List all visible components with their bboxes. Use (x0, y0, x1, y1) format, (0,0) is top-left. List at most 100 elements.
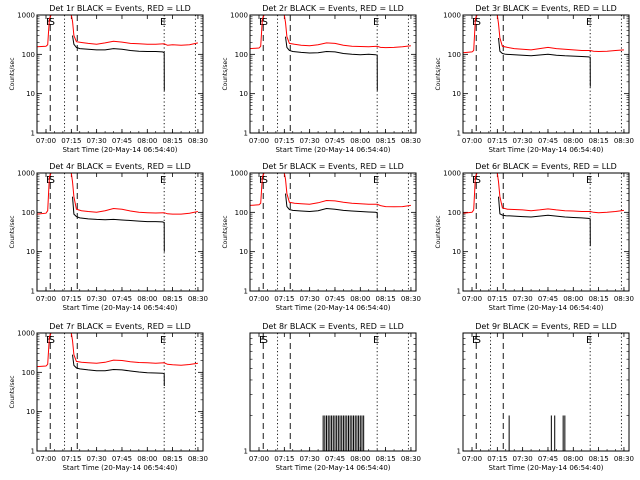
x-axis-label: Start Time (20-May-14 06:54:40) (488, 146, 603, 154)
y-tick-label: 1 (457, 288, 461, 296)
y-tick-label: 100 (235, 209, 248, 217)
y-tick-label: 100 (22, 369, 35, 377)
marker-label: S (475, 17, 481, 28)
chart-title: Det 4r BLACK = Events, RED = LLD (49, 162, 191, 171)
x-tick-label: 07:30 (87, 455, 107, 463)
x-tick-label: 07:30 (87, 137, 107, 145)
series-group (37, 15, 199, 91)
chart-panel-3: Det 3r BLACK = Events, RED = LLD Counts/s… (435, 4, 634, 154)
x-axis-label: Start Time (20-May-14 06:54:40) (488, 304, 603, 312)
chart-panel-8: Det 8r BLACK = Events, RED = LLD Start Ti… (244, 322, 421, 472)
series-group (250, 15, 411, 91)
y-tick-label: 1000 (230, 12, 248, 20)
series-line-events (72, 35, 165, 91)
chart-panel-5: Det 5r BLACK = Events, RED = LLD Counts/s… (222, 162, 421, 312)
x-tick-label: 08:15 (163, 455, 183, 463)
x-axis-label: Start Time (20-May-14 06:54:40) (275, 146, 390, 154)
marker-label: E (160, 335, 166, 346)
chart-title: Det 9r BLACK = Events, RED = LLD (475, 322, 617, 331)
marker-label: E (373, 335, 379, 346)
chart-panel-1: Det 1r BLACK = Events, RED = LLD Counts/s… (9, 4, 208, 154)
x-tick-label: 07:15 (274, 295, 294, 303)
x-tick-label: 07:30 (513, 455, 533, 463)
y-axis-label: Counts/sec (9, 215, 16, 248)
y-tick-label: 100 (448, 209, 461, 217)
chart-title: Det 2r BLACK = Events, RED = LLD (262, 4, 404, 13)
y-axis-label: Counts/sec (435, 57, 442, 90)
y-tick-label: 10 (452, 90, 461, 98)
x-tick-label: 07:30 (300, 455, 320, 463)
y-tick-label: 1 (457, 448, 461, 456)
y-tick-label: 1 (31, 288, 35, 296)
marker-label: E (472, 335, 478, 346)
x-tick-label: 07:15 (61, 295, 81, 303)
series-line-lld (463, 15, 624, 54)
series-line-events (72, 354, 165, 387)
marker-label: S (262, 335, 268, 346)
marker-label: E (160, 17, 166, 28)
series-line-events (498, 196, 591, 246)
x-axis-label: Start Time (20-May-14 06:54:40) (275, 304, 390, 312)
x-tick-label: 08:00 (563, 295, 583, 303)
x-tick-label: 07:45 (112, 137, 132, 145)
x-tick-label: 07:00 (462, 137, 482, 145)
x-tick-label: 07:15 (274, 137, 294, 145)
x-tick-label: 07:15 (487, 137, 507, 145)
chart-panel-6: Det 6r BLACK = Events, RED = LLD Counts/s… (435, 162, 634, 312)
chart-title: Det 5r BLACK = Events, RED = LLD (262, 162, 404, 171)
x-tick-label: 08:00 (563, 137, 583, 145)
x-tick-label: 08:15 (376, 295, 396, 303)
plot-frame (249, 172, 417, 292)
y-axis-label: Counts/sec (9, 57, 16, 90)
x-tick-label: 08:15 (589, 137, 609, 145)
x-tick-label: 07:30 (87, 295, 107, 303)
plot-frame (462, 332, 630, 452)
series-line-lld (37, 333, 198, 368)
x-tick-label: 07:00 (462, 295, 482, 303)
x-tick-label: 07:15 (274, 455, 294, 463)
marker-label: E (373, 175, 379, 186)
chart-panel-7: Det 7r BLACK = Events, RED = LLD Counts/s… (9, 322, 208, 472)
x-tick-label: 07:30 (300, 137, 320, 145)
x-tick-label: 08:30 (401, 455, 421, 463)
x-tick-label: 08:30 (401, 295, 421, 303)
x-tick-label: 07:45 (325, 455, 345, 463)
plot-frame (462, 14, 630, 134)
x-tick-label: 07:45 (325, 137, 345, 145)
y-tick-label: 1 (244, 130, 248, 138)
series-line-lld (37, 173, 198, 215)
x-tick-label: 07:15 (61, 455, 81, 463)
y-tick-label: 100 (22, 209, 35, 217)
series-group (322, 415, 365, 451)
marker-label: S (475, 335, 481, 346)
y-tick-label: 10 (239, 90, 248, 98)
x-tick-label: 08:00 (137, 137, 157, 145)
x-tick-label: 07:00 (36, 137, 56, 145)
marker-label: E (259, 335, 265, 346)
marker-label: E (160, 175, 166, 186)
chart-title: Det 8r BLACK = Events, RED = LLD (262, 322, 404, 331)
series-line-events (285, 193, 378, 219)
chart-title: Det 6r BLACK = Events, RED = LLD (475, 162, 617, 171)
y-tick-label: 1000 (17, 330, 35, 338)
chart-panel-9: Det 9r BLACK = Events, RED = LLD Start Ti… (457, 322, 634, 472)
y-tick-label: 10 (452, 248, 461, 256)
marker-label: E (373, 17, 379, 28)
y-tick-label: 1000 (17, 12, 35, 20)
x-tick-label: 08:30 (614, 455, 634, 463)
series-line-lld (250, 15, 411, 50)
series-line-events (498, 37, 591, 87)
x-tick-label: 07:00 (249, 455, 269, 463)
series-group (463, 15, 624, 87)
series-group (37, 333, 198, 387)
y-tick-label: 1 (31, 130, 35, 138)
y-tick-label: 1 (244, 288, 248, 296)
x-tick-label: 07:15 (487, 295, 507, 303)
x-tick-label: 08:00 (350, 137, 370, 145)
x-tick-label: 07:45 (325, 295, 345, 303)
x-tick-label: 08:15 (163, 295, 183, 303)
plot-frame (36, 332, 204, 452)
series-group (508, 415, 566, 451)
plot-frame (249, 14, 417, 134)
chart-title: Det 3r BLACK = Events, RED = LLD (475, 4, 617, 13)
